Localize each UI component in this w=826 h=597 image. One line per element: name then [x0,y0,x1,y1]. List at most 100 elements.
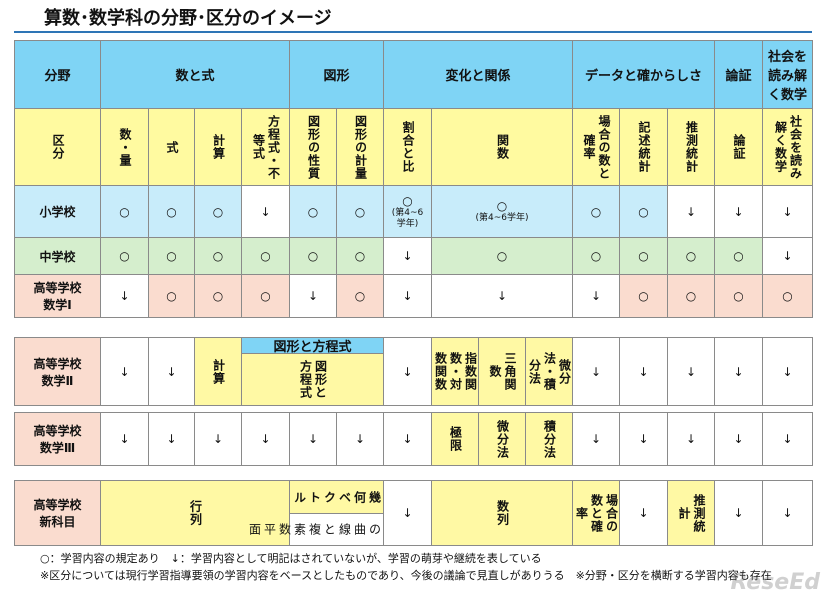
table-cell: ↓ [383,274,432,318]
cell-text: ○ [260,249,271,263]
cell-text: ↓ [733,506,744,520]
cell-note: (第4~6学年) [391,207,424,229]
table-cell: 区分 [14,108,101,186]
cell-text: 計算 [211,134,226,160]
cell-text: ○ [638,249,649,263]
row-label: 新科目 [39,515,76,529]
table-cell: ○ [619,237,668,275]
table-cell: 指数関数・対数関数 [431,337,479,406]
cell-text: 論証 [725,69,752,84]
cell-text: ↓ [733,432,744,446]
footnote: ○：学習内容の規定あり ↓：学習内容として明記はされていないが、学習の萌芽や継続… [40,552,542,565]
table-cell: 計算 [194,108,242,186]
table-cell: ○ [100,237,149,275]
table-cell: ↓ [667,412,715,466]
cell-text: ↓ [402,432,413,446]
cell-text: ↓ [119,364,130,379]
cell-text: ↓ [782,506,793,520]
table-cell: ○ [336,237,384,275]
table-cell: ↓ [289,412,337,466]
table-cell: ↓ [619,412,668,466]
table-cell: 変化と関係 [383,40,573,109]
table-cell: 社会を読み解く数学 [762,108,813,186]
cell-text: 図形 [323,69,350,84]
table-cell: 高等学校数学Ⅰ [14,274,101,318]
table-cell: 行列 [100,480,290,546]
cell-text: 変化と関係 [445,69,511,84]
cell-text: 図形の計量 [353,114,368,180]
table-cell: 論証 [714,40,763,109]
table-cell: ↓ [241,412,290,466]
table-cell: ↓ [762,185,813,238]
table-cell: 高等学校 数学Ⅱ [14,337,101,406]
table-cell: データと確からしさ [572,40,715,109]
table-cell: ↓ [572,412,620,466]
cell-text: 幾何ベクトル [292,490,382,504]
table-cell: 社会を読み解く数学 [762,40,813,109]
table-cell: ○ [619,185,668,238]
table-cell: ↓ [714,412,763,466]
cell-text: データと確からしさ [584,69,702,84]
cell-text: ○ [307,204,319,219]
table-cell: 微分法・積分法 [525,337,573,406]
cell-text: ↓ [638,364,649,379]
table-cell: 場合の数と確率 [572,480,620,546]
table-cell: ↓ [100,337,149,406]
cell-text: 記述統計 [637,121,651,173]
title-rule [14,31,812,33]
cell-text: ↓ [260,432,271,446]
table-cell: ↓ [100,412,149,466]
cell-text: ↓ [733,364,744,379]
table-cell: ○ [431,237,573,275]
cell-text: 積分法 [542,419,557,459]
cell-text: ↓ [638,432,649,446]
table-cell: ↓ [714,337,763,406]
table-cell: ↓ [289,274,337,318]
cell-text: ↓ [590,289,602,303]
table-cell: 高等学校 新科目 [14,480,101,546]
cell-text: ↓ [260,204,271,219]
cell-text: ○ [260,289,271,303]
cell-text: ○ [685,289,697,303]
table-cell: ○ [241,274,290,318]
table-cell: 三角関数 [478,337,526,406]
table-cell: 図形の性質 [289,108,337,186]
table-cell: ↓ [762,480,813,546]
row-label: 数学Ⅰ [43,298,72,312]
cell-text: ↓ [166,364,177,379]
cell-text: 行列 [188,500,203,526]
table-cell: ↓ [383,412,432,466]
table-cell: ↓ [714,185,763,238]
table-cell: ↓ [619,337,668,406]
table-cell: ○ [762,274,813,318]
table-cell: ↓ [667,185,715,238]
row-label: 高等学校 [33,281,82,295]
cell-text: 社会を読み解く数学 [767,50,807,103]
cell-text: ↓ [119,432,130,446]
table-cell: ○ [572,185,620,238]
table-cell: 数・量 [100,108,149,186]
table-cell: ○ [714,274,763,318]
table-cell: ↓ [148,412,195,466]
cell-text: ○ [496,249,508,263]
table-cell: ↓ [241,185,290,238]
cell-text: ○ [354,249,366,263]
cell-text: ↓ [782,432,793,446]
table-cell: 図形 [289,40,384,109]
cell-text: 数・量 [118,127,132,167]
table-cell: ○ [714,237,763,275]
table-cell: 推測統計 [667,480,715,546]
table-cell: ○ [194,274,242,318]
table-cell: 図形の計量 [336,108,384,186]
cell-text: 方程式・不等式 [251,114,281,180]
cell-text: ○ [212,249,224,263]
cell-text: 関数 [495,134,510,160]
cell-text: 図形の性質 [306,114,321,180]
cell-text: 数と式 [175,69,215,84]
cell-text: ↓ [212,432,224,446]
table-cell: ↓ [714,480,763,546]
table-cell: ○ [289,185,337,238]
table-cell: 中学校 [14,237,101,275]
cell-text: ↓ [307,432,319,446]
